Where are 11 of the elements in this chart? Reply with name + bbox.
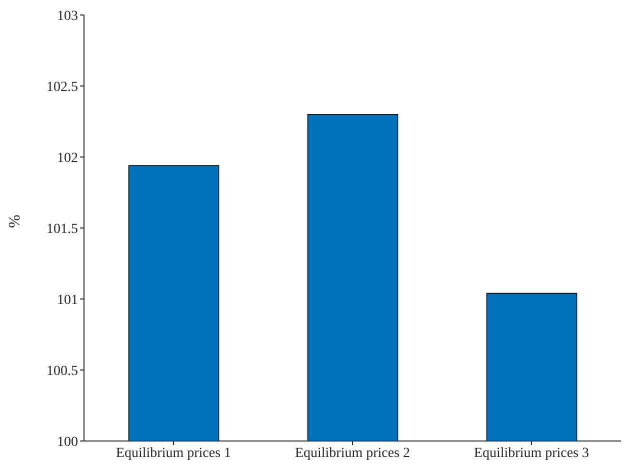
y-tick-label: 101.5 xyxy=(46,222,78,237)
y-tick-label: 101 xyxy=(57,292,78,308)
y-tick-label: 100.5 xyxy=(46,364,78,379)
x-tick-label: Equilibrium prices 3 xyxy=(474,446,590,461)
y-tick-label: 103 xyxy=(57,8,78,24)
x-tick-label: Equilibrium prices 2 xyxy=(294,446,410,461)
y-tick-label: 102 xyxy=(57,150,78,166)
y-tick-label: 102.5 xyxy=(46,80,78,95)
x-tick-label: Equilibrium prices 1 xyxy=(116,446,232,461)
y-axis-title: % xyxy=(6,214,24,228)
y-tick-label: 100 xyxy=(57,434,78,450)
